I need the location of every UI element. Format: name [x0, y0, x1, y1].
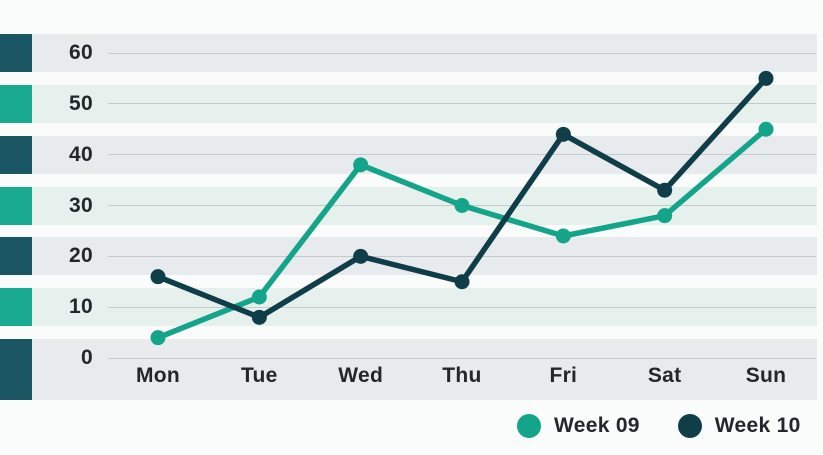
gridline [108, 154, 816, 156]
gridline [108, 103, 816, 105]
data-point [353, 248, 369, 264]
data-point [758, 121, 774, 137]
gridline [108, 306, 816, 308]
data-point [657, 182, 673, 198]
x-axis-tick-label: Wed [338, 364, 384, 387]
y-axis-tick-label: 10 [69, 295, 93, 319]
data-point [555, 126, 571, 142]
legend-label-week-10: Week 10 [714, 414, 801, 437]
gridline [108, 255, 816, 257]
x-axis-tick-label: Fri [549, 364, 578, 387]
y-axis-tick-label: 50 [69, 91, 93, 115]
x-axis-tick-label: Mon [135, 364, 181, 387]
row-accent-square-dark [0, 339, 32, 400]
y-band-row [0, 339, 817, 400]
legend-item-week-10[interactable]: Week 10 [677, 413, 801, 439]
y-axis-tick-label: 40 [69, 142, 93, 166]
y-axis-tick-label: 30 [69, 193, 93, 217]
row-accent-square-green [0, 186, 32, 225]
x-axis-tick-label: Tue [240, 364, 278, 387]
x-axis-tick-label: Sat [647, 364, 682, 387]
legend-label-week-09: Week 09 [554, 414, 640, 437]
data-point [454, 198, 470, 214]
gridline [108, 357, 816, 359]
y-axis-tick-label: 20 [69, 244, 93, 268]
week-10-circle-icon [677, 414, 702, 438]
data-point [454, 274, 470, 290]
data-point [251, 309, 267, 325]
data-point [251, 289, 267, 305]
data-point [555, 228, 571, 244]
x-axis-tick-label: Sun [745, 364, 787, 387]
data-point [657, 208, 673, 224]
week-09-circle-icon [517, 414, 541, 438]
row-accent-square-green [0, 288, 32, 327]
data-point [150, 330, 166, 346]
y-axis-tick-label: 0 [81, 346, 93, 369]
row-accent-square-dark [0, 135, 32, 174]
data-point [758, 70, 774, 86]
legend-item-week-09[interactable]: Week 09 [517, 413, 640, 439]
x-axis-tick-label: Thu [442, 364, 482, 387]
legend: Week 09 Week 10 [517, 413, 801, 439]
gridline [108, 52, 816, 54]
y-axis-tick-label: 60 [69, 41, 93, 64]
row-accent-square-green [0, 84, 32, 123]
data-point [150, 269, 166, 285]
row-accent-square-dark [0, 237, 32, 276]
row-band [32, 339, 817, 400]
data-point [353, 157, 369, 173]
row-accent-square-dark [0, 34, 32, 72]
